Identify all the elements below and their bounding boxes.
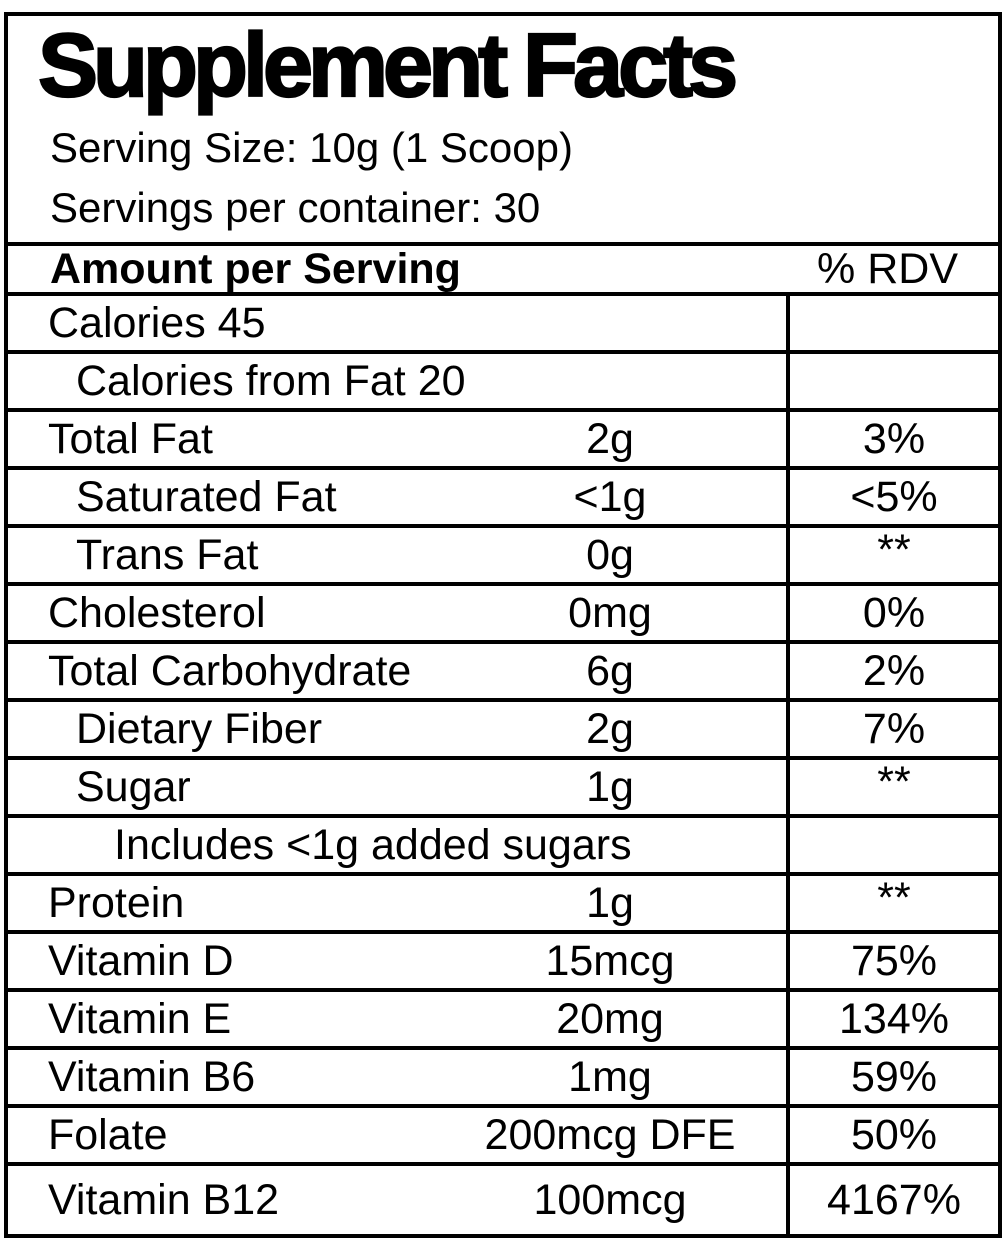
- row-main-cell: Vitamin B6 1mg: [8, 1050, 786, 1104]
- row-main-cell: Vitamin D 15mcg: [8, 934, 786, 988]
- nutrient-rdv: 50%: [786, 1108, 998, 1162]
- nutrient-label: Total Carbohydrate: [48, 646, 412, 695]
- nutrient-label: Vitamin E: [48, 994, 232, 1043]
- row-main-cell: Total Carbohydrate 6g: [8, 644, 786, 698]
- nutrient-rdv: 75%: [786, 934, 998, 988]
- row-main-cell: Dietary Fiber 2g: [8, 702, 786, 756]
- column-header-row: Amount per Serving % RDV: [8, 244, 998, 296]
- table-row: Sugar 1g **: [8, 760, 998, 818]
- amount-per-serving-header: Amount per Serving: [50, 244, 461, 293]
- servings-per-container-text: Servings per container: 30: [50, 184, 541, 232]
- rdv-header: % RDV: [817, 244, 958, 293]
- table-row: Includes <1g added sugars: [8, 818, 998, 876]
- row-main-cell: Trans Fat 0g: [8, 528, 786, 582]
- table-row: Calories from Fat 20: [8, 354, 998, 412]
- table-row: Calories 45: [8, 296, 998, 354]
- nutrient-rdv: [786, 818, 998, 872]
- table-row: Vitamin B6 1mg 59%: [8, 1050, 998, 1108]
- nutrient-rdv: <5%: [786, 470, 998, 524]
- label-title: Supplement Facts: [37, 16, 739, 116]
- nutrient-label: Folate: [48, 1110, 168, 1159]
- nutrient-amount: 6g: [586, 646, 634, 695]
- nutrient-rdv: [786, 354, 998, 408]
- nutrient-rdv: 59%: [786, 1050, 998, 1104]
- table-row: Folate 200mcg DFE 50%: [8, 1108, 998, 1166]
- row-main-cell: Vitamin E 20mg: [8, 992, 786, 1046]
- label-header: Supplement Facts Serving Size: 10g (1 Sc…: [8, 16, 998, 246]
- row-main-cell: Calories from Fat 20: [8, 354, 786, 408]
- nutrient-rdv: **: [786, 876, 998, 930]
- nutrient-label: Includes <1g added sugars: [114, 820, 632, 869]
- table-row: Total Carbohydrate 6g 2%: [8, 644, 998, 702]
- nutrient-amount: 2g: [586, 414, 634, 463]
- nutrient-rdv: **: [786, 528, 998, 582]
- nutrient-amount: <1g: [573, 472, 647, 521]
- nutrient-amount: 0mg: [568, 588, 652, 637]
- table-row: Vitamin E 20mg 134%: [8, 992, 998, 1050]
- nutrient-amount: 1g: [586, 878, 634, 927]
- nutrient-label: Vitamin B6: [48, 1052, 256, 1101]
- table-row: Saturated Fat <1g <5%: [8, 470, 998, 528]
- table-row: Protein 1g **: [8, 876, 998, 934]
- nutrient-label: Saturated Fat: [76, 472, 337, 521]
- nutrient-amount: 1g: [586, 762, 634, 811]
- nutrient-rdv: 4167%: [786, 1166, 998, 1234]
- nutrient-rdv: **: [786, 760, 998, 814]
- nutrient-amount: 200mcg DFE: [484, 1110, 736, 1159]
- nutrient-amount: 15mcg: [545, 936, 675, 985]
- nutrient-rdv: 7%: [786, 702, 998, 756]
- row-main-cell: Includes <1g added sugars: [8, 818, 786, 872]
- nutrient-amount: 20mg: [556, 994, 664, 1043]
- nutrient-rdv: 3%: [786, 412, 998, 466]
- row-main-cell: Vitamin B12 100mcg: [8, 1166, 786, 1234]
- nutrient-amount: 1mg: [568, 1052, 652, 1101]
- nutrient-label: Calories 45: [48, 298, 266, 347]
- table-row: Trans Fat 0g **: [8, 528, 998, 586]
- nutrient-label: Cholesterol: [48, 588, 266, 637]
- nutrient-rdv: 134%: [786, 992, 998, 1046]
- nutrient-amount: 100mcg: [533, 1175, 687, 1224]
- supplement-facts-label: Supplement Facts Serving Size: 10g (1 Sc…: [4, 12, 1002, 1238]
- serving-size-text: Serving Size: 10g (1 Scoop): [50, 124, 573, 172]
- nutrient-rdv: [786, 296, 998, 350]
- nutrient-label: Trans Fat: [76, 530, 259, 579]
- nutrient-rdv: 2%: [786, 644, 998, 698]
- nutrient-label: Vitamin D: [48, 936, 234, 985]
- nutrient-rdv: 0%: [786, 586, 998, 640]
- nutrient-rows: Calories 45 Calories from Fat 20 Total F…: [8, 296, 998, 1234]
- nutrient-amount: 0g: [586, 530, 634, 579]
- nutrient-label: Calories from Fat 20: [76, 356, 466, 405]
- nutrient-label: Dietary Fiber: [76, 704, 323, 753]
- row-main-cell: Saturated Fat <1g: [8, 470, 786, 524]
- table-row: Vitamin B12 100mcg 4167%: [8, 1166, 998, 1234]
- row-main-cell: Protein 1g: [8, 876, 786, 930]
- nutrient-label: Total Fat: [48, 414, 213, 463]
- table-row: Dietary Fiber 2g 7%: [8, 702, 998, 760]
- row-main-cell: Cholesterol 0mg: [8, 586, 786, 640]
- nutrient-label: Sugar: [76, 762, 191, 811]
- nutrient-label: Vitamin B12: [48, 1175, 280, 1224]
- row-main-cell: Total Fat 2g: [8, 412, 786, 466]
- table-row: Cholesterol 0mg 0%: [8, 586, 998, 644]
- table-row: Total Fat 2g 3%: [8, 412, 998, 470]
- nutrient-label: Protein: [48, 878, 185, 927]
- nutrient-amount: 2g: [586, 704, 634, 753]
- row-main-cell: Folate 200mcg DFE: [8, 1108, 786, 1162]
- row-main-cell: Sugar 1g: [8, 760, 786, 814]
- row-main-cell: Calories 45: [8, 296, 786, 350]
- table-row: Vitamin D 15mcg 75%: [8, 934, 998, 992]
